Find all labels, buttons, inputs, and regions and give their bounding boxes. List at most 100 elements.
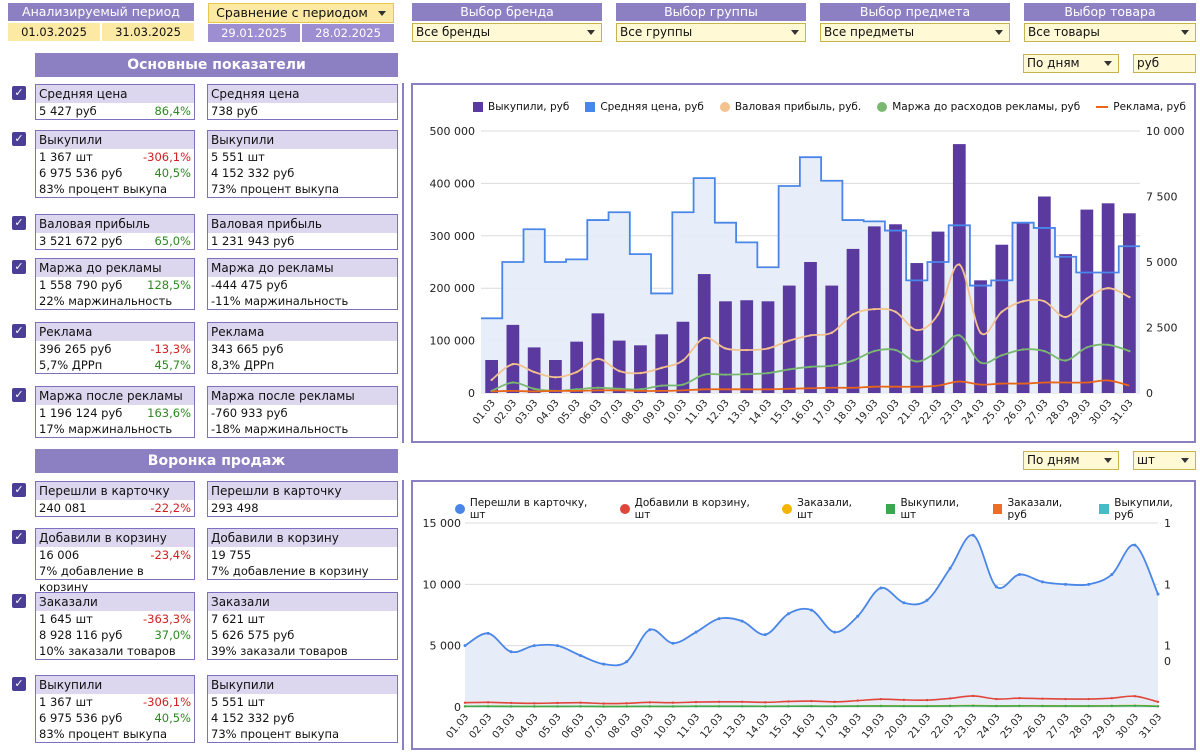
x-tick-label: 27.03 xyxy=(1024,398,1051,427)
x-tick-label: 11.03 xyxy=(684,398,711,427)
period-from[interactable]: 01.03.2025 xyxy=(8,23,100,41)
kpi-title: Добавили в корзину xyxy=(36,529,194,547)
kpi-compare-card: Выкупили 5 551 шт 4 152 332 руб 73% процент… xyxy=(207,130,398,198)
brand-select[interactable]: Все бренды xyxy=(412,23,602,42)
point xyxy=(575,370,578,374)
x-tick-label: 30.03 xyxy=(1114,712,1141,741)
point xyxy=(1156,592,1160,596)
checkbox-icon[interactable]: ✓ xyxy=(12,260,26,274)
funnel-granularity-select[interactable]: По дням xyxy=(1023,451,1119,470)
main-unit-select[interactable]: руб xyxy=(1133,54,1196,73)
point xyxy=(851,313,855,316)
legend-item[interactable]: Маржа до расходов рекламы, руб xyxy=(877,101,1080,113)
compare-label: Сравнение с периодом xyxy=(216,5,368,20)
point xyxy=(671,701,675,704)
point xyxy=(936,349,940,353)
point xyxy=(809,334,812,337)
point xyxy=(787,705,790,708)
x-tick-label: 26.03 xyxy=(1022,712,1049,741)
funnel-unit-select[interactable]: шт xyxy=(1133,451,1196,470)
legend-item[interactable]: Валовая прибыль, руб. xyxy=(719,101,861,113)
x-tick-label: 01.03 xyxy=(471,398,498,427)
y2-tick-label: 1 xyxy=(1164,578,1171,591)
kpi-title: Заказали xyxy=(36,593,194,611)
bar-buyouts xyxy=(719,301,732,393)
bar-buyouts xyxy=(931,231,945,393)
point xyxy=(1021,300,1025,303)
point xyxy=(1087,697,1090,701)
point xyxy=(745,372,748,376)
legend-item[interactable]: Выкупили, руб xyxy=(473,101,569,113)
funnel-section-title: Воронка продаж xyxy=(35,449,398,473)
product-select[interactable]: Все товары xyxy=(1024,23,1196,42)
checkbox-icon[interactable]: ✓ xyxy=(12,483,26,497)
x-tick-label: 14.03 xyxy=(747,398,774,427)
checkbox-icon[interactable]: ✓ xyxy=(12,132,26,146)
legend-item[interactable]: Средняя цена, руб xyxy=(585,101,704,113)
bar-buyouts xyxy=(612,340,626,393)
point xyxy=(1017,573,1021,577)
point xyxy=(625,705,628,708)
compare-to[interactable]: 28.02.2025 xyxy=(302,24,394,42)
checkbox-icon[interactable]: ✓ xyxy=(12,530,26,544)
checkbox-icon[interactable]: ✓ xyxy=(12,324,26,338)
point xyxy=(532,387,536,391)
x-tick-label: 10.03 xyxy=(652,712,679,741)
x-tick-label: 15.03 xyxy=(768,712,795,741)
x-tick-label: 21.03 xyxy=(906,712,933,741)
x-tick-label: 03.03 xyxy=(491,712,518,741)
point xyxy=(533,705,536,708)
point xyxy=(579,705,582,708)
point xyxy=(766,347,770,350)
compare-filter: Сравнение с периодом 29.01.2025 28.02.20… xyxy=(208,3,394,42)
point xyxy=(463,644,467,648)
legend-item[interactable]: Добавили в корзину, шт xyxy=(619,497,767,521)
kpi-delta: -363,3% xyxy=(143,612,191,626)
x-tick-label: 09.03 xyxy=(641,398,668,427)
y2-tick-label: 5 000 xyxy=(1146,256,1178,269)
period-to[interactable]: 31.03.2025 xyxy=(102,23,194,41)
legend-item[interactable]: Перешли в карточку, шт xyxy=(455,497,604,521)
checkbox-icon[interactable]: ✓ xyxy=(12,216,26,230)
x-tick-label: 03.03 xyxy=(514,398,541,427)
point xyxy=(851,359,855,362)
compare-from[interactable]: 29.01.2025 xyxy=(208,24,300,42)
checkbox-icon[interactable]: ✓ xyxy=(12,86,26,100)
x-tick-label: 05.03 xyxy=(556,398,583,427)
kpi-card: Реклама 396 265 руб -13,3% 5,7% ДРРп 45,7% xyxy=(35,322,195,374)
period-filter: Анализируемый период 01.03.2025 31.03.20… xyxy=(8,3,194,41)
bar-buyouts xyxy=(1101,203,1115,393)
main-granularity-select[interactable]: По дням xyxy=(1023,54,1119,73)
point xyxy=(994,585,998,589)
dot-swatch-icon xyxy=(877,102,888,112)
checkbox-icon[interactable]: ✓ xyxy=(12,594,26,608)
legend-item[interactable]: Выкупили, руб xyxy=(1099,497,1194,521)
chevron-down-icon xyxy=(1104,458,1112,463)
legend-item[interactable]: Заказали, руб xyxy=(992,497,1084,521)
checkbox-icon[interactable]: ✓ xyxy=(12,388,26,402)
kpi-title: Реклама xyxy=(36,323,194,341)
x-tick-label: 23.03 xyxy=(953,712,980,741)
x-tick-label: 30.03 xyxy=(1088,398,1115,427)
legend-item[interactable]: Выкупили, шт xyxy=(885,497,977,521)
point xyxy=(1106,343,1110,346)
point xyxy=(596,357,600,361)
legend-item[interactable]: Реклама, руб xyxy=(1096,101,1186,113)
kpi-value: 3 521 672 руб xyxy=(39,234,123,248)
checkbox-icon[interactable]: ✓ xyxy=(12,677,26,691)
kpi-delta: 40,5% xyxy=(154,166,191,180)
point xyxy=(979,361,982,364)
point xyxy=(671,705,675,708)
subject-select[interactable]: Все предметы xyxy=(820,23,1010,42)
compare-header[interactable]: Сравнение с периодом xyxy=(208,3,394,23)
legend-item[interactable]: Заказали, шт xyxy=(782,497,869,521)
kpi-compare-card: Заказали 7 621 шт 5 626 575 руб 39% заказал… xyxy=(207,592,398,660)
bar-buyouts xyxy=(1016,222,1030,393)
kpi-compare-card: Валовая прибыль 1 231 943 руб xyxy=(207,214,398,250)
kpi-card: Средняя цена 5 427 руб 86,4% xyxy=(35,84,195,120)
point xyxy=(724,347,727,350)
kpi-row: 1 558 790 руб 128,5% xyxy=(36,277,194,293)
kpi-compare-value: 5 626 575 руб xyxy=(211,628,295,642)
group-select[interactable]: Все группы xyxy=(616,23,806,42)
point xyxy=(617,387,621,391)
